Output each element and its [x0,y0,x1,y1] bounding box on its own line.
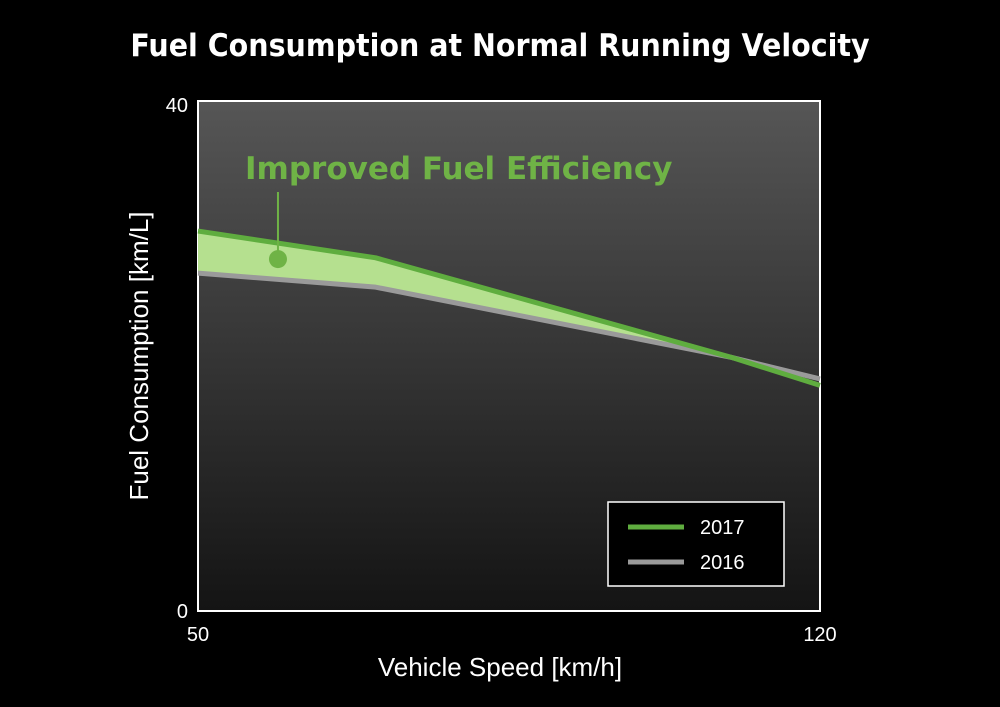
y-tick-label: 0 [177,601,188,623]
legend: 2017 2016 [607,501,785,587]
annotation-marker [268,250,287,269]
x-tick-label: 50 [187,624,209,646]
y-tick-label: 40 [166,95,188,117]
series-line-2017 [197,228,821,388]
x-axis-title: Vehicle Speed [km/h] [378,652,622,682]
legend-label-2017: 2017 [700,517,745,539]
series-line-2016 [197,270,821,382]
chart-title: Fuel Consumption at Normal Running Veloc… [130,28,870,64]
legend-label-2016: 2016 [700,552,745,574]
annotation-label: Improved Fuel Efficiency [245,151,672,187]
y-axis-title: Fuel Consumption [km/L] [124,211,154,500]
improvement-fill-area [198,231,732,358]
x-tick-label: 120 [803,624,836,646]
